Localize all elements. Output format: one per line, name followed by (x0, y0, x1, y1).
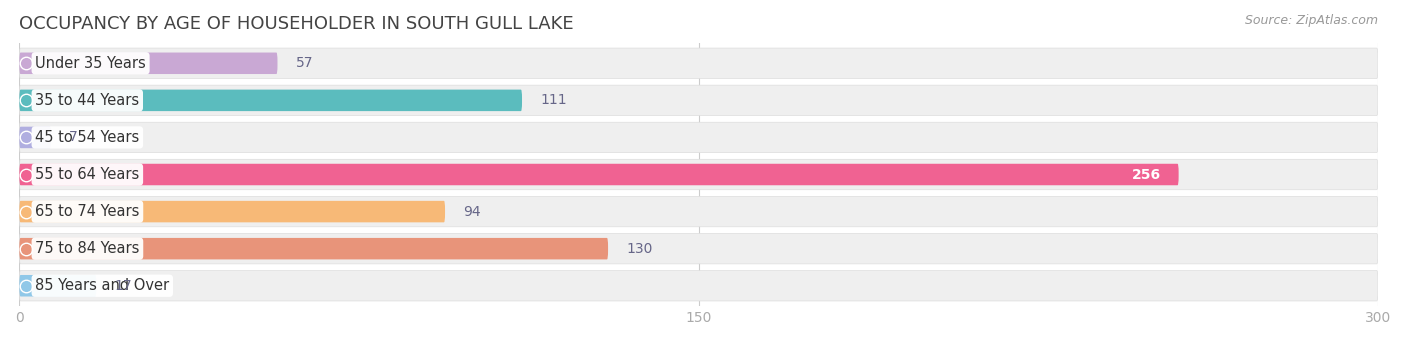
Text: 111: 111 (540, 94, 567, 107)
FancyBboxPatch shape (20, 159, 1378, 190)
FancyBboxPatch shape (20, 127, 51, 148)
FancyBboxPatch shape (20, 85, 1378, 116)
Text: 35 to 44 Years: 35 to 44 Years (35, 93, 139, 108)
Text: 55 to 64 Years: 55 to 64 Years (35, 167, 139, 182)
Text: 256: 256 (1132, 168, 1160, 182)
Text: 7: 7 (69, 131, 77, 144)
FancyBboxPatch shape (20, 122, 1378, 153)
Text: 65 to 74 Years: 65 to 74 Years (35, 204, 139, 219)
Text: 85 Years and Over: 85 Years and Over (35, 278, 169, 293)
FancyBboxPatch shape (20, 48, 1378, 79)
Text: Source: ZipAtlas.com: Source: ZipAtlas.com (1244, 14, 1378, 27)
FancyBboxPatch shape (20, 52, 277, 74)
Text: 45 to 54 Years: 45 to 54 Years (35, 130, 139, 145)
Text: 75 to 84 Years: 75 to 84 Years (35, 241, 139, 256)
Text: 57: 57 (295, 56, 314, 70)
FancyBboxPatch shape (20, 234, 1378, 264)
Text: 17: 17 (114, 279, 132, 293)
FancyBboxPatch shape (20, 201, 446, 222)
Text: OCCUPANCY BY AGE OF HOUSEHOLDER IN SOUTH GULL LAKE: OCCUPANCY BY AGE OF HOUSEHOLDER IN SOUTH… (20, 15, 574, 33)
FancyBboxPatch shape (20, 275, 97, 296)
Text: Under 35 Years: Under 35 Years (35, 56, 146, 71)
Text: 94: 94 (463, 205, 481, 219)
FancyBboxPatch shape (20, 238, 607, 259)
FancyBboxPatch shape (20, 197, 1378, 227)
Text: 130: 130 (626, 242, 652, 256)
FancyBboxPatch shape (20, 164, 1178, 185)
FancyBboxPatch shape (20, 271, 1378, 301)
FancyBboxPatch shape (20, 90, 522, 111)
